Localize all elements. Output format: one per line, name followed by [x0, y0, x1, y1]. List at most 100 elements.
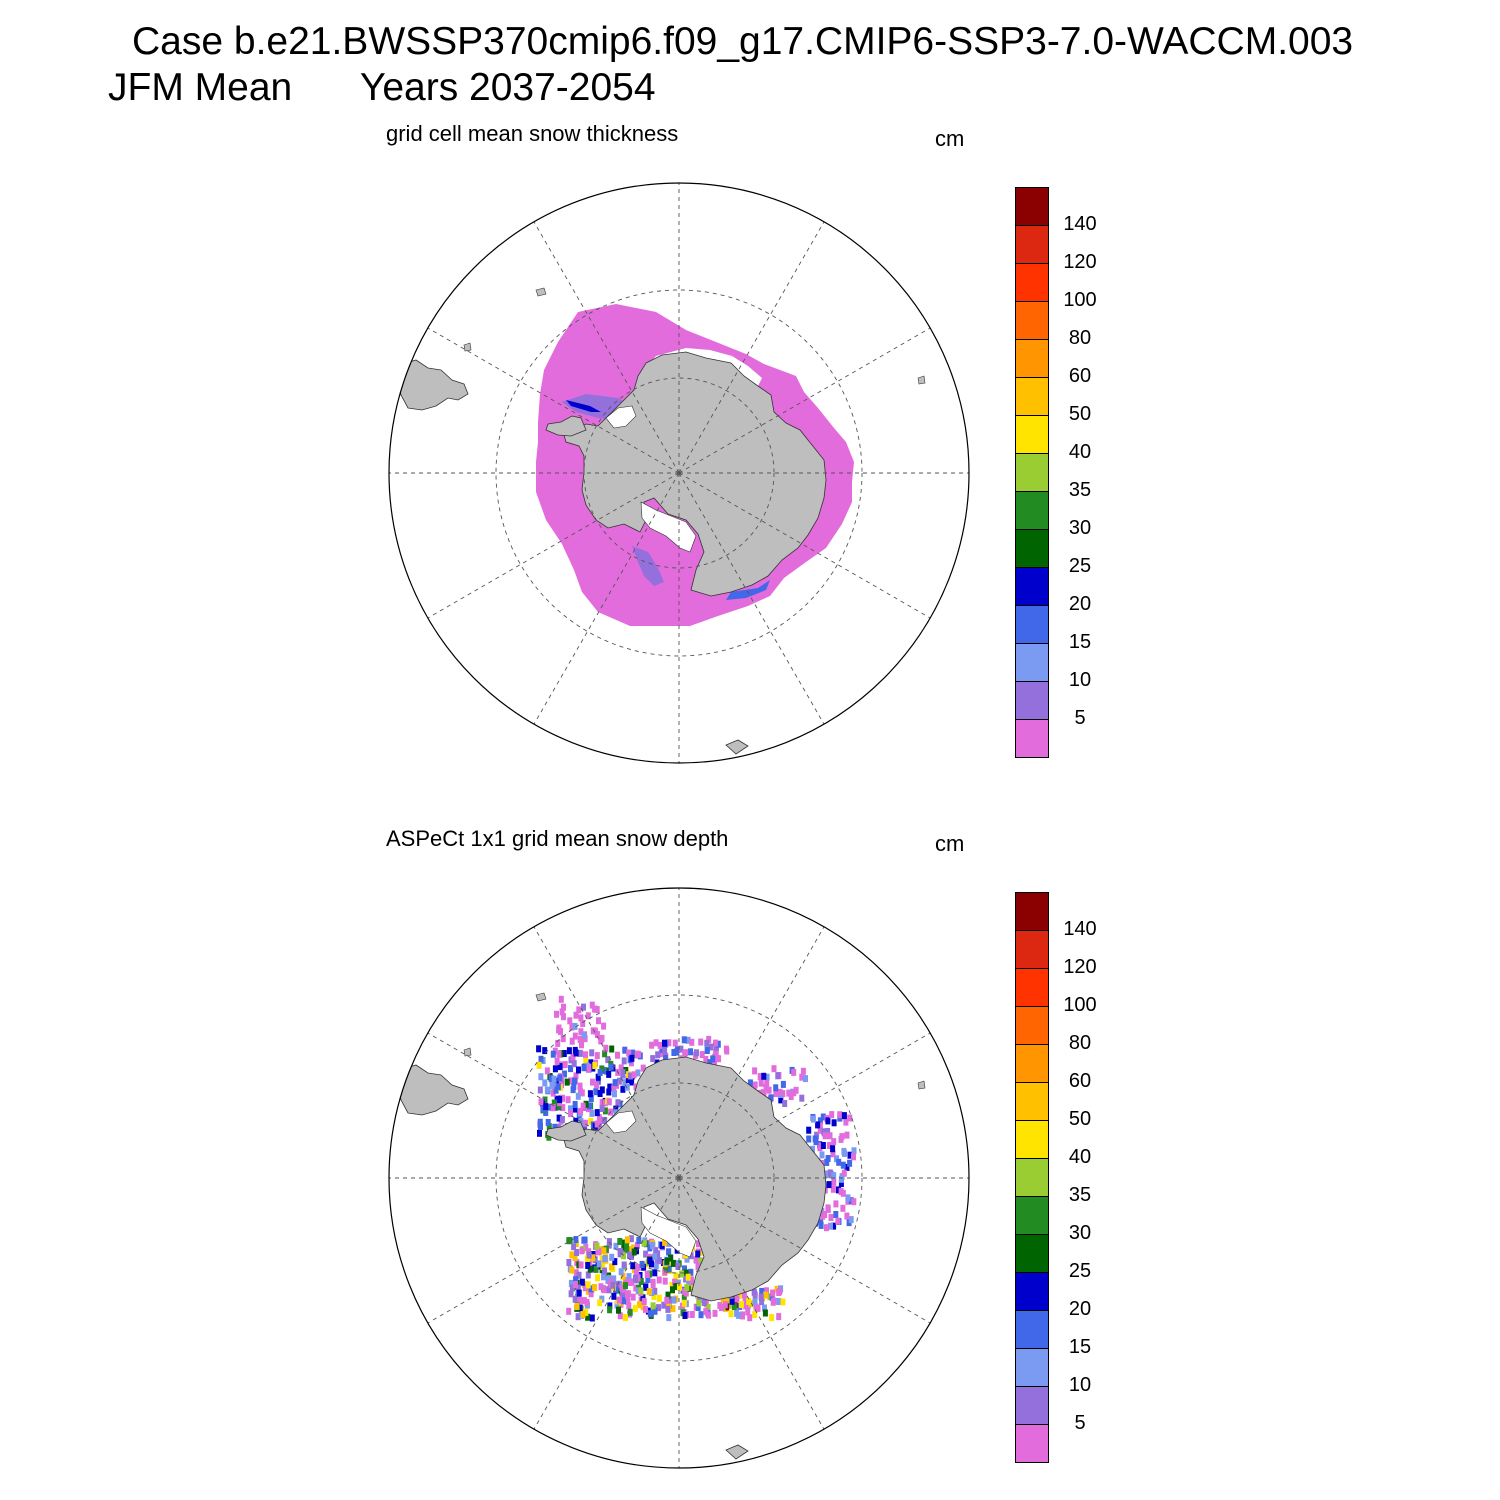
obs-cell — [633, 1269, 639, 1277]
obs-cell — [819, 1151, 825, 1159]
latitude-circle — [495, 289, 863, 657]
obs-cell — [573, 1049, 579, 1057]
obs-cell — [579, 1247, 585, 1255]
obs-cell — [817, 1126, 823, 1134]
obs-cell — [720, 1295, 726, 1303]
obs-cell — [579, 1089, 585, 1097]
obs-cell — [670, 1286, 675, 1294]
meridian-line — [427, 1177, 680, 1324]
obs-cell — [556, 1114, 562, 1122]
obs-cell — [613, 1286, 619, 1294]
obs-cell — [653, 1262, 659, 1270]
snow-band-20-25 — [566, 400, 601, 412]
obs-cell — [810, 1115, 816, 1123]
obs-cell — [586, 1251, 592, 1259]
obs-cell — [758, 1079, 764, 1087]
obs-cell — [780, 1080, 786, 1088]
obs-cell — [575, 1284, 581, 1292]
obs-cell — [638, 1278, 644, 1285]
period-title: JFM Mean Years 2037-2054 — [108, 66, 656, 110]
obs-cell — [561, 1003, 566, 1011]
obs-cell — [594, 1242, 600, 1250]
obs-cell — [594, 1120, 600, 1128]
obs-cell — [840, 1204, 846, 1212]
colorbar-bin — [1015, 1082, 1049, 1121]
obs-cell — [657, 1041, 663, 1049]
obs-cell — [844, 1163, 850, 1171]
obs-cell — [568, 1290, 574, 1298]
colorbar-tick-label: 5 — [1074, 1412, 1086, 1434]
obs-cell — [552, 1065, 558, 1073]
obs-cell — [544, 1067, 550, 1075]
obs-cell — [820, 1142, 826, 1149]
obs-cell — [573, 1011, 579, 1019]
obs-cell — [602, 1117, 608, 1124]
meridian-line — [678, 926, 825, 1179]
obs-cell — [656, 1294, 662, 1302]
obs-cell — [568, 1279, 574, 1287]
obs-cell — [696, 1299, 702, 1307]
obs-cell — [577, 1304, 583, 1312]
obs-cell — [824, 1224, 829, 1232]
panel-1-colorbar — [1015, 187, 1049, 758]
obs-cell — [745, 1302, 751, 1310]
meridian-line — [678, 221, 825, 474]
obs-cell — [575, 1092, 581, 1100]
obs-cell — [703, 1308, 709, 1316]
obs-cell — [620, 1085, 626, 1093]
obs-cell — [561, 1050, 567, 1057]
obs-cell — [764, 1073, 770, 1081]
obs-cell — [665, 1305, 671, 1313]
obs-cell — [677, 1283, 682, 1291]
obs-cell — [571, 1060, 577, 1068]
panel-1-units: cm — [935, 126, 965, 151]
obs-cell — [646, 1288, 652, 1296]
obs-cell — [825, 1128, 831, 1135]
colorbar-bin — [1015, 1120, 1049, 1159]
obs-cell — [759, 1287, 765, 1295]
graticule — [389, 183, 969, 763]
colorbar-tick-label: 100 — [1063, 994, 1097, 1016]
obs-cell — [763, 1291, 769, 1299]
latitude-circle — [583, 377, 775, 569]
obs-cell — [815, 1121, 821, 1129]
obs-cell — [682, 1050, 688, 1058]
obs-cell — [751, 1288, 757, 1296]
obs-cell — [621, 1244, 627, 1252]
obs-cell — [560, 1035, 566, 1043]
obs-cell — [647, 1310, 653, 1318]
obs-cell — [605, 1056, 611, 1064]
obs-cell — [625, 1236, 630, 1244]
obs-cell — [746, 1297, 752, 1305]
obs-cell — [597, 1090, 603, 1097]
obs-cell — [814, 1131, 820, 1139]
colorbar-bin — [1015, 1158, 1049, 1197]
obs-cell — [799, 1073, 805, 1081]
obs-cell — [613, 1242, 619, 1250]
obs-cell — [683, 1275, 689, 1283]
obs-cell — [824, 1158, 830, 1166]
panel-2-title: ASPeCt 1x1 grid mean snow depth — [386, 826, 729, 851]
obs-cell — [570, 1086, 576, 1094]
obs-cell — [599, 1099, 605, 1107]
obs-cell — [621, 1261, 627, 1269]
colorbar-tick-label: 40 — [1068, 441, 1092, 463]
obs-cell — [631, 1071, 637, 1079]
obs-cell — [567, 1237, 573, 1245]
obs-cell — [602, 1255, 608, 1262]
obs-cell — [596, 1124, 602, 1132]
obs-cell — [589, 1049, 595, 1057]
obs-cell — [651, 1292, 657, 1300]
obs-cell — [596, 1017, 601, 1025]
panel-2-map — [388, 887, 970, 1469]
obs-cell — [621, 1297, 626, 1305]
obs-cell — [777, 1088, 783, 1096]
obs-cell — [752, 1081, 758, 1089]
obs-cell — [581, 1064, 587, 1072]
obs-cell — [831, 1138, 837, 1146]
obs-cell — [764, 1080, 770, 1088]
obs-cell — [578, 1028, 584, 1036]
obs-cell — [825, 1117, 831, 1125]
obs-cell — [675, 1279, 681, 1287]
obs-cell — [666, 1314, 672, 1322]
